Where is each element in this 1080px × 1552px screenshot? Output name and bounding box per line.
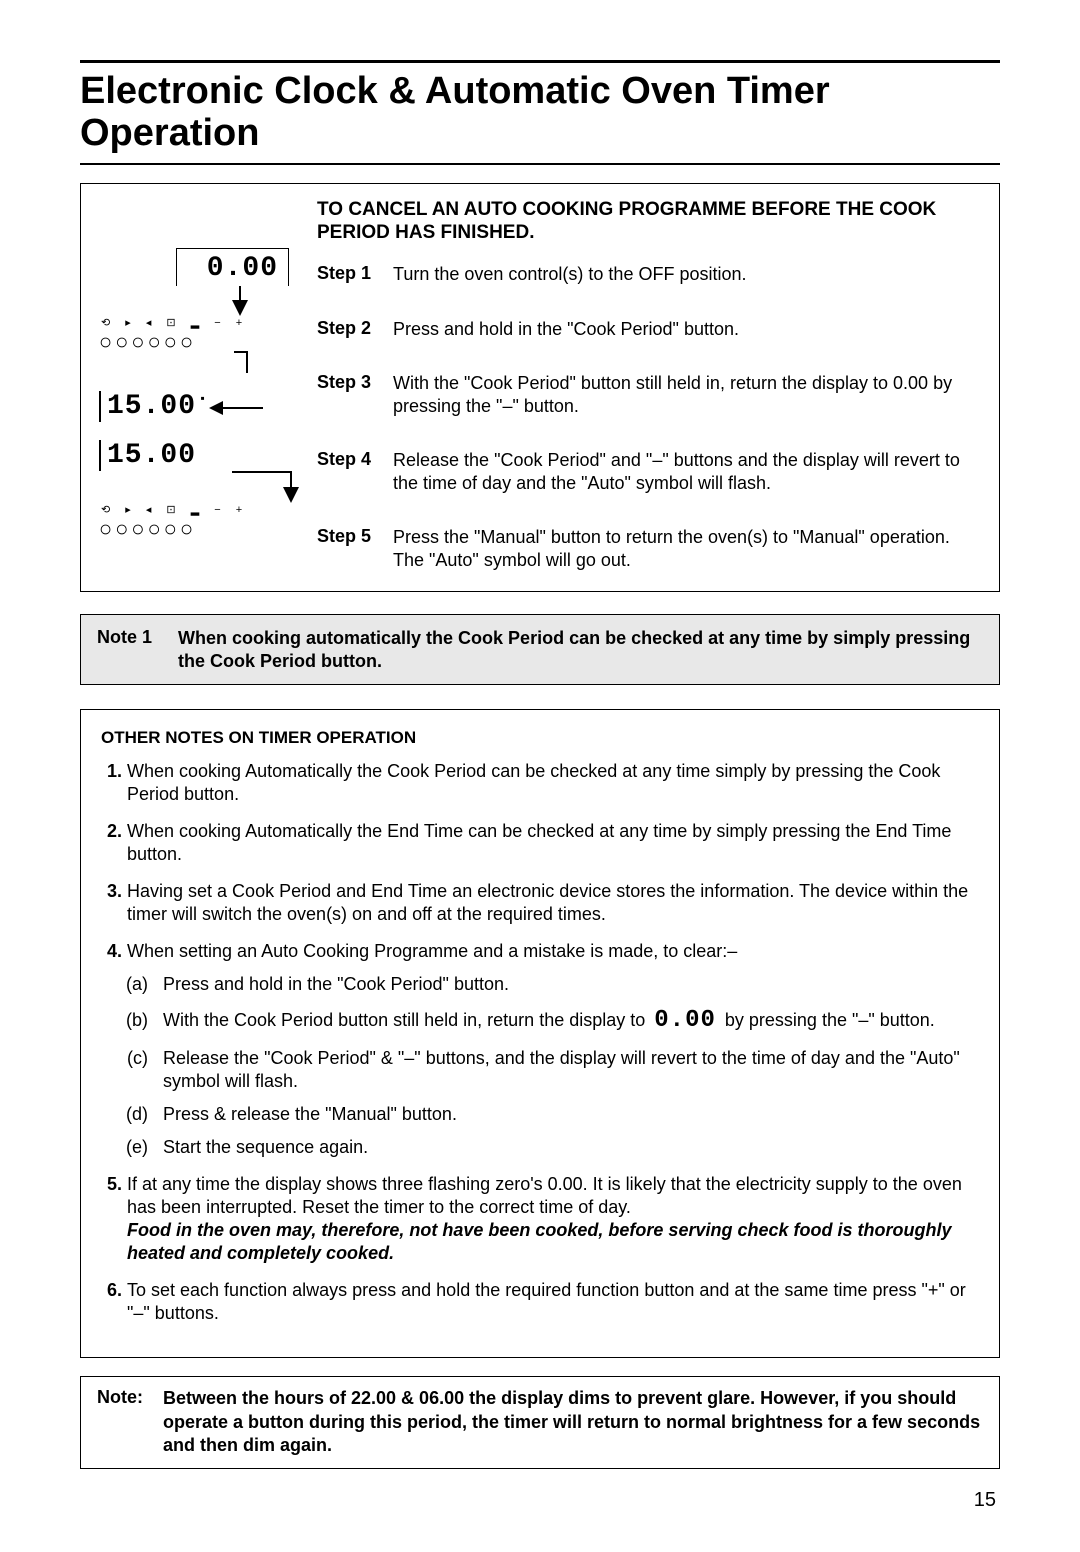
display-15-00-b: 15.00 [107, 440, 196, 471]
sub-b-pre: With the Cook Period button still held i… [163, 1010, 650, 1030]
step-2-label: Step 2 [317, 318, 383, 341]
other-item-5-text: If at any time the display shows three f… [127, 1174, 962, 1217]
diagram-column: 0.00 ⟲ ▸ ◂ ⊡ ▂ − + ○○○○○○ 15.00 ▪ [99, 198, 299, 572]
other-item-4: When setting an Auto Cooking Programme a… [127, 940, 979, 1159]
step-2-body: Press and hold in the "Cook Period" butt… [393, 318, 981, 341]
note-1-body: When cooking automatically the Cook Peri… [178, 627, 983, 672]
other-notes-panel: OTHER NOTES ON TIMER OPERATION When cook… [80, 709, 1000, 1358]
note-1-label: Note 1 [97, 627, 152, 672]
steps-grid: Step 1 Turn the oven control(s) to the O… [317, 263, 981, 571]
other-item-5: If at any time the display shows three f… [127, 1173, 979, 1265]
sub-e: Start the sequence again. [163, 1136, 979, 1159]
step-4-body: Release the "Cook Period" and "–" button… [393, 449, 981, 494]
display-15-00-a: 15.00 [107, 391, 196, 422]
other-notes-list: When cooking Automatically the Cook Peri… [101, 760, 979, 1325]
sub-b-post: by pressing the "–" button. [725, 1010, 935, 1030]
note-2-box: Note: Between the hours of 22.00 & 06.00… [80, 1376, 1000, 1468]
step-3-label: Step 3 [317, 372, 383, 417]
sub-c: Release the "Cook Period" & "–" buttons,… [163, 1047, 979, 1093]
page-number: 15 [80, 1489, 1000, 1512]
page-title: Electronic Clock & Automatic Oven Timer … [80, 71, 1000, 155]
note-2-body: Between the hours of 22.00 & 06.00 the d… [163, 1387, 983, 1457]
section-heading: TO CANCEL AN AUTO COOKING PROGRAMME BEFO… [317, 198, 981, 246]
step-1-body: Turn the oven control(s) to the OFF posi… [393, 263, 981, 286]
control-icons-top-2: ⟲ ▸ ◂ ⊡ ▂ − + [101, 503, 299, 516]
inline-display-0-00: 0.00 [650, 1006, 720, 1037]
other-item-4-lead: When setting an Auto Cooking Programme a… [127, 941, 737, 961]
step-1-label: Step 1 [317, 263, 383, 286]
rule-top [80, 60, 1000, 63]
other-notes-heading: OTHER NOTES ON TIMER OPERATION [101, 728, 979, 748]
step-5-label: Step 5 [317, 526, 383, 571]
other-item-5-emphasis: Food in the oven may, therefore, not hav… [127, 1220, 951, 1263]
cancel-programme-panel: 0.00 ⟲ ▸ ◂ ⊡ ▂ − + ○○○○○○ 15.00 ▪ [80, 183, 1000, 593]
rule-bottom [80, 163, 1000, 165]
other-item-3: Having set a Cook Period and End Time an… [127, 880, 979, 926]
control-buttons-row-2: ○○○○○○ [99, 520, 299, 542]
other-item-1: When cooking Automatically the Cook Peri… [127, 760, 979, 806]
sub-d: Press & release the "Manual" button. [163, 1103, 979, 1126]
arrow-left-icon [209, 401, 223, 415]
other-item-2: When cooking Automatically the End Time … [127, 820, 979, 866]
control-icons-top: ⟲ ▸ ◂ ⊡ ▂ − + [101, 316, 299, 329]
step-4-label: Step 4 [317, 449, 383, 494]
step-5-body: Press the "Manual" button to return the … [393, 526, 981, 571]
display-0-00: 0.00 [176, 248, 289, 286]
control-buttons-row: ○○○○○○ [99, 333, 299, 355]
other-item-6: To set each function always press and ho… [127, 1279, 979, 1325]
sub-b: With the Cook Period button still held i… [163, 1006, 979, 1037]
sub-a: Press and hold in the "Cook Period" butt… [163, 973, 979, 996]
other-item-4-sublist: Press and hold in the "Cook Period" butt… [127, 973, 979, 1159]
note-2-label: Note: [97, 1387, 143, 1457]
step-3-body: With the "Cook Period" button still held… [393, 372, 981, 417]
note-1-box: Note 1 When cooking automatically the Co… [80, 614, 1000, 685]
